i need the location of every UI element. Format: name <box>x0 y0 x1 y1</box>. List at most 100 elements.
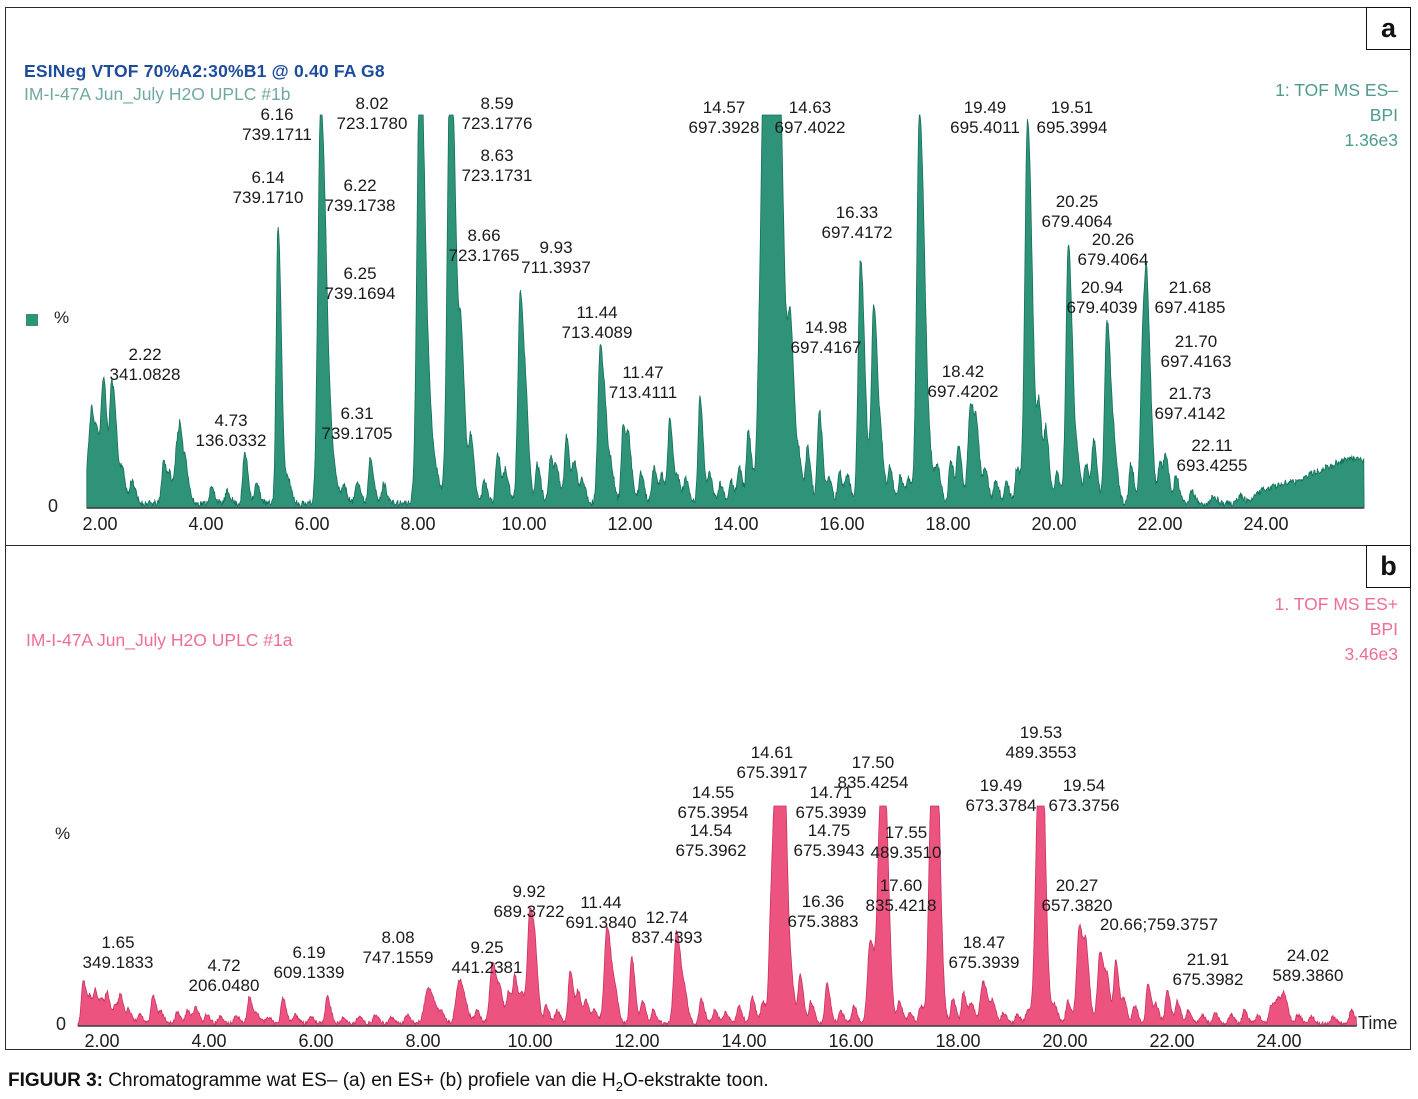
peak-label: 19.51 695.3994 <box>1036 98 1108 137</box>
peak-label: 19.49 695.4011 <box>950 98 1020 137</box>
peak-label: 16.36 675.3883 <box>787 892 859 931</box>
peak-label: 18.42 697.4202 <box>927 362 999 401</box>
x-tick-label: 22.00 <box>1137 514 1183 534</box>
peak-label: 19.53 489.3553 <box>1005 723 1077 762</box>
x-tick-label: 2.00 <box>84 1031 120 1051</box>
peak-label: 17.60 835.4218 <box>865 876 937 915</box>
x-tick-label: 12.00 <box>607 514 653 534</box>
peak-label: 6.16 739.1711 <box>242 105 312 144</box>
panel-b-detector-mode: 1. TOF MS ES+ <box>1274 594 1398 614</box>
peak-label: 2.22 341.0828 <box>109 345 181 384</box>
x-tick-label: 6.00 <box>298 1031 334 1051</box>
peak-label: 20.27 657.3820 <box>1041 876 1113 915</box>
figure-caption-text: Chromatogramme wat ES– (a) en ES+ (b) pr… <box>103 1070 616 1091</box>
panel-b-letter: b <box>1380 551 1397 581</box>
panel-a-signal-type: BPI <box>1369 105 1398 125</box>
peak-label: 19.49 673.3784 <box>965 776 1037 815</box>
panel-a-detector-info: 1: TOF MS ES– BPI 1.36e3 <box>1168 78 1398 153</box>
peak-label: 4.73 136.0332 <box>195 411 267 450</box>
x-tick-label: 20.00 <box>1031 514 1077 534</box>
x-tick-label: 14.00 <box>721 1031 767 1051</box>
peak-label: 20.26 679.4064 <box>1077 230 1149 269</box>
peak-label: 6.22 739.1738 <box>324 176 396 215</box>
panel-a-letter: a <box>1380 13 1397 43</box>
figure-caption-end: O-ekstrakte toon. <box>622 1070 769 1091</box>
peak-label: 8.08 747.1559 <box>362 928 434 967</box>
panel-b-y-axis-label: % <box>55 824 71 843</box>
panel-b-detector-info: 1. TOF MS ES+ BPI 3.46e3 <box>1168 592 1398 667</box>
x-tick-label: 16.00 <box>828 1031 874 1051</box>
x-tick-label: 14.00 <box>713 514 759 534</box>
peak-label: 6.19 609.1339 <box>273 943 345 982</box>
panel-b-base-intensity: 3.46e3 <box>1344 644 1398 664</box>
peak-label: 21.73 697.4142 <box>1154 384 1226 423</box>
x-tick-label: 10.00 <box>501 514 547 534</box>
peak-label: 16.33 697.4172 <box>821 203 893 242</box>
peak-label: 19.54 673.3756 <box>1048 776 1120 815</box>
peak-label: 20.94 679.4039 <box>1066 278 1138 317</box>
x-tick-label: 24.00 <box>1256 1031 1302 1051</box>
peak-label: 8.02 723.1780 <box>336 94 408 133</box>
x-tick-label: 4.00 <box>188 514 224 534</box>
peak-label: 14.71 675.3939 <box>795 783 867 822</box>
peak-label: 24.02 589.3860 <box>1272 946 1344 985</box>
peak-label: 8.59 723.1776 <box>461 94 533 133</box>
x-tick-label: 18.00 <box>935 1031 981 1051</box>
x-tick-label: 8.00 <box>405 1031 441 1051</box>
panel-b-y-zero-label: 0 <box>55 1014 66 1034</box>
x-tick-label: 6.00 <box>294 514 330 534</box>
panel-a-y-axis-label: % <box>54 308 70 327</box>
panel-b-letter-box: b <box>1366 545 1411 588</box>
peak-label: 12.74 837.4393 <box>631 908 703 947</box>
peak-label: 22.11 693.4255 <box>1176 436 1248 475</box>
peak-label: 17.50 835.4254 <box>837 753 909 792</box>
panel-a-base-intensity: 1.36e3 <box>1344 130 1398 150</box>
peak-label: 9.25 441.2381 <box>451 938 523 977</box>
x-tick-label: 10.00 <box>507 1031 553 1051</box>
peak-label: 14.75 675.3943 <box>793 821 865 860</box>
peak-label: 11.47 713.4111 <box>608 363 678 402</box>
x-tick-label: 2.00 <box>82 514 118 534</box>
peak-label: 21.68 697.4185 <box>1154 278 1226 317</box>
x-tick-label: 12.00 <box>614 1031 660 1051</box>
panel-divider <box>5 545 1410 546</box>
x-tick-label: 24.00 <box>1243 514 1289 534</box>
peak-label: 14.61 675.3917 <box>736 743 808 782</box>
peak-label: 20.66;759.3757 <box>1099 915 1219 934</box>
peak-label: 6.25 739.1694 <box>324 264 396 303</box>
peak-label: 14.63 697.4022 <box>774 98 846 137</box>
peak-label: 17.55 489.3510 <box>870 823 942 862</box>
peak-label: 11.44 713.4089 <box>561 303 633 342</box>
panel-a-method-title: ESINeg VTOF 70%A2:30%B1 @ 0.40 FA G8 <box>24 61 385 81</box>
panel-b-sample-name: IM-I-47A Jun_July H2O UPLC #1a <box>26 630 293 650</box>
peak-label: 14.54 675.3962 <box>675 821 747 860</box>
legend-swatch-a <box>26 314 38 326</box>
panel-a-detector-mode: 1: TOF MS ES– <box>1275 80 1398 100</box>
peak-label: 6.31 739.1705 <box>321 404 393 443</box>
peak-label: 14.57 697.3928 <box>688 98 760 137</box>
figure-caption-subscript: 2 <box>615 1079 623 1094</box>
panel-a-y-zero-label: 0 <box>47 496 58 516</box>
peak-label: 1.65 349.1833 <box>82 933 154 972</box>
peak-label: 14.98 697.4167 <box>790 318 862 357</box>
figure-caption-number: FIGUUR 3: <box>8 1070 103 1091</box>
panel-b-signal-type: BPI <box>1369 619 1398 639</box>
peak-label: 8.66 723.1765 <box>448 226 520 265</box>
peak-label: 11.44 691.3840 <box>565 893 637 932</box>
peak-label: 9.92 689.3722 <box>493 882 565 921</box>
figure-caption: FIGUUR 3: Chromatogramme wat ES– (a) en … <box>8 1070 1408 1094</box>
peak-label: 21.91 675.3982 <box>1172 950 1244 989</box>
x-tick-label: 22.00 <box>1149 1031 1195 1051</box>
figure-border <box>5 7 1411 1050</box>
peak-label: 6.14 739.1710 <box>232 168 304 207</box>
peak-label: 8.63 723.1731 <box>461 146 533 185</box>
peak-label: 4.72 206.0480 <box>188 956 260 995</box>
peak-label: 21.70 697.4163 <box>1160 332 1232 371</box>
x-tick-label: 4.00 <box>191 1031 227 1051</box>
x-tick-label: 16.00 <box>819 514 865 534</box>
x-tick-label: 8.00 <box>400 514 436 534</box>
peak-label: 20.25 679.4064 <box>1041 192 1113 231</box>
x-tick-label: 20.00 <box>1042 1031 1088 1051</box>
panel-a-sample-name: IM-I-47A Jun_July H2O UPLC #1b <box>24 84 291 104</box>
